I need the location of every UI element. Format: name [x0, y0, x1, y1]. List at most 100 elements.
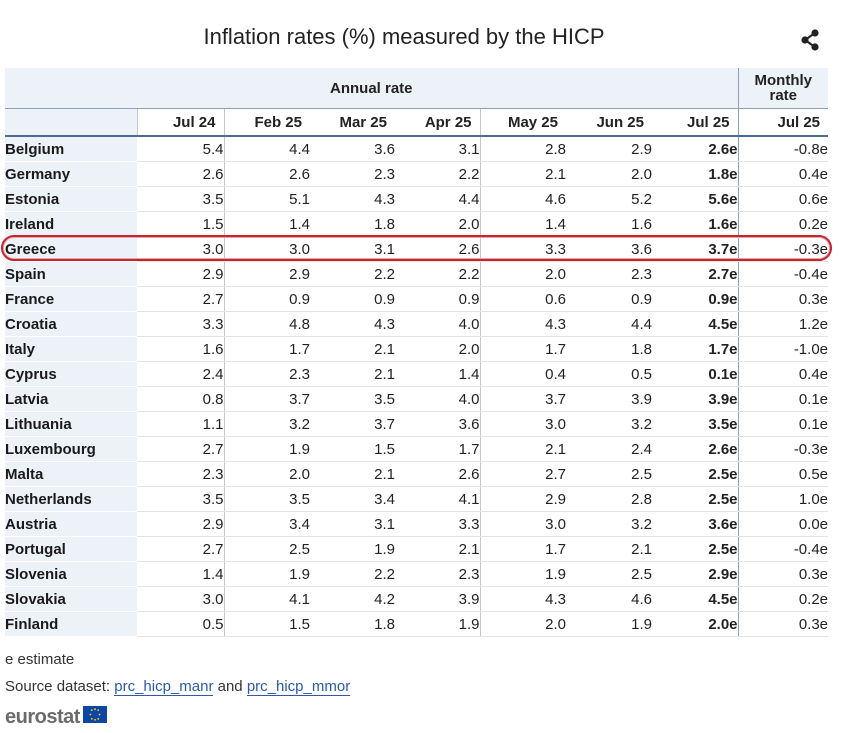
annual-rate-cell: 2.1 — [310, 461, 395, 487]
annual-rate-cell: 1.5 — [224, 611, 310, 637]
annual-rate-cell: 1.9 — [480, 561, 566, 587]
table-row: Netherlands 3.5 3.5 3.4 4.1 2.9 2.8 2.5e 1.0e — [5, 486, 829, 512]
country-column-header — [5, 108, 138, 137]
annual-rate-cell: 4.3 — [310, 186, 395, 212]
country-cell: Spain — [5, 261, 137, 287]
annual-rate-cell: 0.9 — [395, 286, 481, 312]
column-header: May 25 — [480, 108, 566, 137]
table-row: Italy 1.6 1.7 2.1 2.0 1.7 1.8 1.7e -1.0e — [5, 336, 829, 362]
source-and: and — [213, 678, 247, 695]
annual-rate-cell: 4.3 — [310, 311, 395, 337]
annual-rate-cell: 2.5 — [224, 536, 310, 562]
table-row: Portugal 2.7 2.5 1.9 2.1 1.7 2.1 2.5e -0.4e — [5, 536, 829, 562]
annual-rate-cell: 3.5 — [310, 386, 395, 412]
annual-rate-cell: 3.6e — [652, 511, 739, 537]
annual-rate-cell: 5.2 — [566, 186, 652, 212]
table-row: Austria 2.9 3.4 3.1 3.3 3.0 3.2 3.6e 0.0e — [5, 511, 829, 537]
column-header: Feb 25 — [224, 108, 310, 137]
annual-rate-cell: 2.0 — [566, 161, 652, 187]
annual-rate-cell: 2.9 — [137, 511, 225, 537]
country-cell: Greece — [5, 236, 137, 262]
monthly-rate-cell: 1.2e — [738, 311, 829, 337]
monthly-rate-cell: -0.3e — [738, 436, 829, 462]
annual-rate-cell: 2.1 — [310, 336, 395, 362]
annual-rate-cell: 5.4 — [137, 136, 225, 162]
table-row: Luxembourg 2.7 1.9 1.5 1.7 2.1 2.4 2.6e -0.3e — [5, 436, 829, 462]
country-cell: Finland — [5, 611, 137, 637]
country-cell: Ireland — [5, 211, 137, 237]
table-row: Ireland 1.5 1.4 1.8 2.0 1.4 1.6 1.6e 0.2e — [5, 211, 829, 237]
annual-rate-cell: 4.1 — [395, 486, 481, 512]
annual-rate-cell: 1.7 — [480, 336, 566, 362]
chart-title: Inflation rates (%) measured by the HICP — [203, 24, 605, 49]
annual-rate-cell: 5.6e — [652, 186, 739, 212]
annual-rate-cell: 0.9 — [310, 286, 395, 312]
annual-rate-cell: 1.9 — [395, 611, 481, 637]
annual-rate-cell: 3.0 — [480, 511, 566, 537]
annual-rate-cell: 0.4 — [480, 361, 566, 387]
table-row: Estonia 3.5 5.1 4.3 4.4 4.6 5.2 5.6e 0.6e — [5, 186, 829, 212]
annual-rate-cell: 2.7 — [137, 286, 225, 312]
country-cell: Italy — [5, 336, 137, 362]
country-cell: Malta — [5, 461, 137, 487]
annual-rate-cell: 0.5 — [137, 611, 225, 637]
table-row: Malta 2.3 2.0 2.1 2.6 2.7 2.5 2.5e 0.5e — [5, 461, 829, 487]
table-row: France 2.7 0.9 0.9 0.9 0.6 0.9 0.9e 0.3e — [5, 286, 829, 312]
annual-rate-cell: 4.0 — [395, 311, 481, 337]
annual-rate-cell: 0.6 — [480, 286, 566, 312]
annual-rate-cell: 2.5 — [566, 561, 652, 587]
annual-rate-cell: 4.3 — [480, 311, 566, 337]
monthly-rate-cell: -1.0e — [738, 336, 829, 362]
annual-rate-cell: 1.5 — [310, 436, 395, 462]
annual-rate-cell: 4.6 — [480, 186, 566, 212]
annual-rate-cell: 3.2 — [566, 411, 652, 437]
table-row: Spain 2.9 2.9 2.2 2.2 2.0 2.3 2.7e -0.4e — [5, 261, 829, 287]
dataset-link-mmor[interactable]: prc_hicp_mmor — [246, 678, 351, 696]
annual-rate-cell: 2.2 — [310, 561, 395, 587]
annual-rate-cell: 4.5e — [652, 586, 739, 612]
country-cell: Cyprus — [5, 361, 137, 387]
annual-rate-cell: 2.9 — [137, 261, 225, 287]
annual-rate-cell: 2.7e — [652, 261, 739, 287]
table-row: Lithuania 1.1 3.2 3.7 3.6 3.0 3.2 3.5e 0.1e — [5, 411, 829, 437]
annual-rate-cell: 2.0e — [652, 611, 739, 637]
source-prefix: Source dataset: — [5, 678, 115, 695]
annual-rate-cell: 2.6e — [652, 136, 739, 162]
annual-rate-cell: 2.3 — [566, 261, 652, 287]
country-cell: Austria — [5, 511, 137, 537]
annual-rate-cell: 3.9 — [395, 586, 481, 612]
annual-rate-cell: 2.0 — [395, 336, 481, 362]
annual-rate-cell: 1.8 — [310, 211, 395, 237]
annual-rate-cell: 1.6 — [566, 211, 652, 237]
monthly-rate-cell: -0.8e — [738, 136, 829, 162]
annual-rate-cell: 2.0 — [480, 611, 566, 637]
table-row: Greece 3.0 3.0 3.1 2.6 3.3 3.6 3.7e -0.3e — [5, 236, 829, 262]
annual-rate-cell: 1.7 — [480, 536, 566, 562]
annual-rate-cell: 1.7 — [395, 436, 481, 462]
annual-rate-cell: 2.8 — [566, 486, 652, 512]
column-header: Jul 25 — [652, 108, 739, 137]
annual-rate-cell: 4.5e — [652, 311, 739, 337]
annual-rate-cell: 2.6e — [652, 436, 739, 462]
annual-rate-cell: 2.9 — [480, 486, 566, 512]
annual-rate-cell: 1.8e — [652, 161, 739, 187]
annual-rate-cell: 2.0 — [395, 211, 481, 237]
annual-rate-cell: 2.9e — [652, 561, 739, 587]
monthly-rate-cell: 0.5e — [738, 461, 829, 487]
annual-rate-cell: 2.6 — [395, 236, 481, 262]
annual-rate-cell: 2.0 — [224, 461, 310, 487]
annual-rate-cell: 3.7 — [310, 411, 395, 437]
share-icon[interactable] — [797, 27, 823, 53]
monthly-rate-cell: 0.6e — [738, 186, 829, 212]
annual-rate-cell: 1.4 — [395, 361, 481, 387]
annual-rate-cell: 4.4 — [395, 186, 481, 212]
eu-flag-icon — [82, 706, 107, 729]
annual-rate-cell: 0.1e — [652, 361, 739, 387]
logo-text: eurostat — [5, 706, 80, 728]
table-row: Cyprus 2.4 2.3 2.1 1.4 0.4 0.5 0.1e 0.4e — [5, 361, 829, 387]
annual-rate-cell: 2.5e — [652, 486, 739, 512]
annual-rate-cell: 2.3 — [395, 561, 481, 587]
country-cell: Estonia — [5, 186, 137, 212]
annual-rate-cell: 2.7 — [480, 461, 566, 487]
dataset-link-manr[interactable]: prc_hicp_manr — [114, 678, 214, 696]
